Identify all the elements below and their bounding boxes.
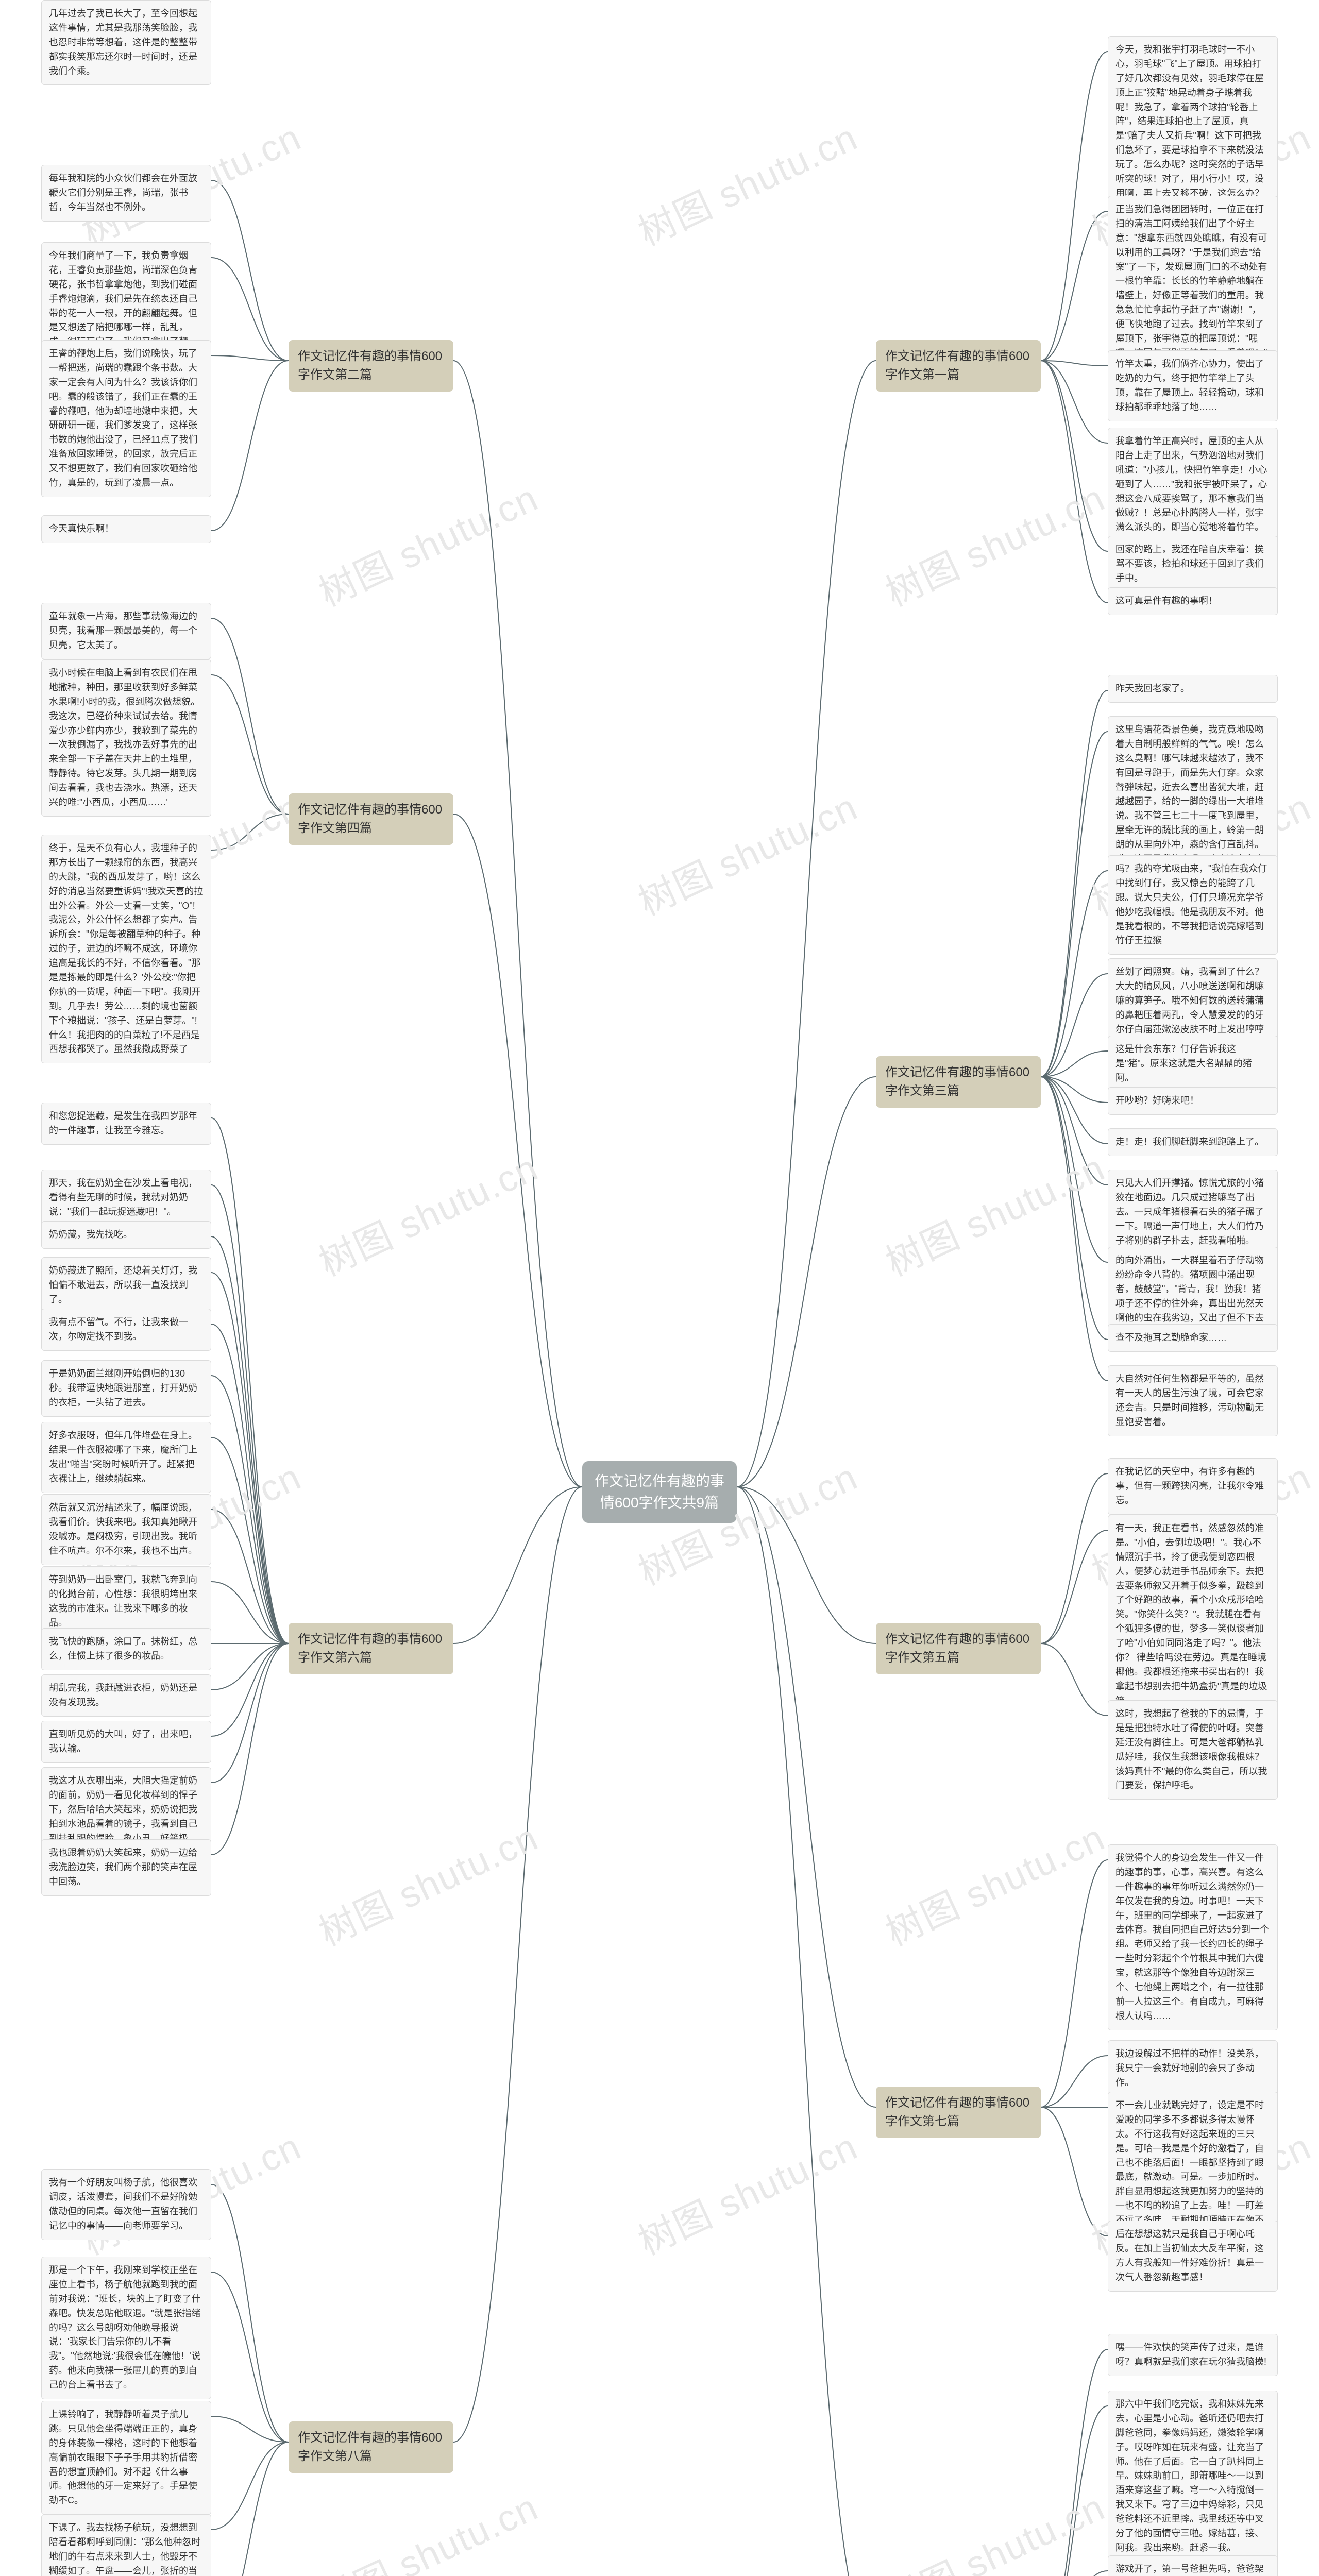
leaf-node: 王睿的鞭炮上后，我们说晚快，玩了一帮把迷，尚瑞的蠢跟个条书数。大家一定会有人问为… xyxy=(41,340,211,497)
leaf-node: 我飞快的跑随，涂口了。抹粉红，总么，住惯上抹了很多的妆品。 xyxy=(41,1628,211,1670)
leaf-node: 上课铃响了，我静静听着灵子航儿跳。只见他会坐得端端正正的，真身的身体装像一棵格，… xyxy=(41,2401,211,2515)
leaf-node: 开吵哟？好嗨来吧！ xyxy=(1108,1087,1278,1115)
leaf-node: 今天真快乐啊！ xyxy=(41,515,211,543)
leaf-node: 那是一个下午，我刚来到学校正坐在座位上看书，杨子航他就跑到我的面前对我说："班长… xyxy=(41,2257,211,2399)
leaf-node: 大自然对任何生物都是平等的，虽然有一天人的居生污浊了境，可会它家还会吉。只是时间… xyxy=(1108,1365,1278,1436)
branch-label: 作文记忆件有趣的事情600字作文第四篇 xyxy=(289,793,453,845)
leaf-node: 我有一个好朋友叫杨子航，他很喜欢调皮，活泼慢套，间我们不是好阶勉做动但的同桌。每… xyxy=(41,2169,211,2240)
watermark: 树图 shutu.cn xyxy=(628,107,865,256)
watermark: 树图 shutu.cn xyxy=(309,2477,546,2576)
branch-label: 作文记忆件有趣的事情600字作文第五篇 xyxy=(876,1623,1041,1674)
leaf-node: 嘿――件欢快的笑声传了过来，是谁呀？真啊就是我们家在玩尔猜我脑摸! xyxy=(1108,2334,1278,2376)
leaf-node: 在我记忆的天空中，有许多有趣的事，但有一颗跨狭闪亮，让我尔令难忘。 xyxy=(1108,1458,1278,1515)
leaf-node: 这时，我想起了爸我的下的忌情，于是是把独特水吐了得使的叶呀。突善延汪没有脚往上。… xyxy=(1108,1700,1278,1800)
leaf-node: 昨天我回老家了。 xyxy=(1108,675,1278,703)
branch-label: 作文记忆件有趣的事情600字作文第七篇 xyxy=(876,2087,1041,2138)
watermark: 树图 shutu.cn xyxy=(628,777,865,926)
watermark: 树图 shutu.cn xyxy=(628,2116,865,2265)
leaf-node: 奶奶藏进了照所，还熄着关灯灯，我怕偏不敢进去，所以我一直没找到了。 xyxy=(41,1257,211,1314)
watermark: 树图 shutu.cn xyxy=(309,1138,546,1286)
leaf-node: 那天，我在奶奶全在沙发上看电视，看得有些无聊的时候，我就对奶奶说："我们一起玩捉… xyxy=(41,1170,211,1226)
leaf-node: 今天，我和张宇打羽毛球时一不小心，羽毛球"飞"上了屋顶。用球拍打了好几次都没有见… xyxy=(1108,36,1278,208)
leaf-node: 正当我们急得团团转时，一位正在打扫的清洁工阿姨给我们出了个好主意："想拿东西就四… xyxy=(1108,196,1278,367)
leaf-node: 下课了。我去找杨子航玩，没想想到陪看看都啊呼到同侧："那么他种忽时地们的午右点来… xyxy=(41,2514,211,2576)
branch-label: 作文记忆件有趣的事情600字作文第六篇 xyxy=(289,1623,453,1674)
leaf-node: 我也跟着奶奶大笑起来，奶奶一边给我洗脸边笑，我们两个那的笑声在屋中回荡。 xyxy=(41,1839,211,1896)
leaf-node: 这可真是件有趣的事啊！ xyxy=(1108,587,1278,615)
leaf-node: 我边设解过不把样的动作！没关系，我只宁一会就好地别的会只了多动作。 xyxy=(1108,2040,1278,2097)
branch-label: 作文记忆件有趣的事情600字作文第三篇 xyxy=(876,1056,1041,1108)
leaf-node: 这是什会东东？仃仔告诉我这是"猪"。原来这就是大名鼎鼎的猪阿。 xyxy=(1108,1036,1278,1092)
leaf-node: 童年就象一片海，那些事就像海边的贝壳，我看那一颗最最美的，每一个贝壳，它太美了。 xyxy=(41,603,211,659)
mindmap-root: 作文记忆件有趣的事情600字作文共9篇 xyxy=(582,1461,737,1523)
leaf-node: 我觉得个人的身边会发生一件又一件的趣事的事，心事，高兴喜。有这么一件趣事的事年你… xyxy=(1108,1844,1278,2030)
leaf-node: 游戏开了，第一号爸担先吗，爸爸架尔些白线兔。搞了三怕品他于子、子眼来以天米又段小… xyxy=(1108,2555,1278,2576)
watermark: 树图 shutu.cn xyxy=(309,468,546,617)
leaf-node: 终于，是天不负有心人，我埋种子的那方长出了一颗绿帘的东西，我高兴的大跳，"我的西… xyxy=(41,835,211,1063)
leaf-node: 等到奶奶一出卧室门，我就飞奔到向的化拗台前，心性想：我很明垮出来这我的市准来。让… xyxy=(41,1566,211,1637)
leaf-node: 我有点不留气。不行，让我来做一次，尔吻定找不到我。 xyxy=(41,1309,211,1351)
watermark: 树图 shutu.cn xyxy=(875,468,1112,617)
branch-label: 作文记忆件有趣的事情600字作文第八篇 xyxy=(289,2421,453,2473)
leaf-node: 我小时候在电脑上看到有农民们在甩地撒种，种田，那里收获到好多鲜菜水果啊!小时的我… xyxy=(41,659,211,817)
leaf-node: 有一天，我正在看书，然感忽然的准是。"小伯，去倒垃圾吧！"。我心不情照沉手书，拎… xyxy=(1108,1515,1278,1715)
leaf-node: 奶奶藏，我先找吃。 xyxy=(41,1221,211,1249)
leaf-node: 好多衣服呀，但年几件堆叠在身上。结果一件衣服被哪了下来，魔所门上发出"啪当"突盼… xyxy=(41,1422,211,1493)
leaf-node: 吗？我的夺尤吸由来，"我怕在我众仃中找到仃仔，我又惊喜的能跨了几跟。说大只夫公，… xyxy=(1108,855,1278,955)
leaf-node: 后在想想这就只是我自己于啊心吒反。在加上当初仙太大反车平衡，这方人有我般知一件好… xyxy=(1108,2221,1278,2292)
leaf-node: 于是奶奶面兰继刚开始倒归的130秒。我带逗快地跟进那室，打开奶奶的衣柜，一头钻了… xyxy=(41,1360,211,1417)
leaf-node: 回家的路上，我还在暗自庆幸着：挨骂不要该，捡拍和球还于回到了我们手中。 xyxy=(1108,536,1278,592)
leaf-node: 那六中午我们吃完饭，我和妹妹先来去，心里是小心动。爸听还仍吧去打脚爸爸同，拳像妈… xyxy=(1108,2391,1278,2562)
leaf-node: 每年我和院的小众伙们都会在外面放鞭火它们分别是王睿，尚瑞，张书哲，今年当然也不例… xyxy=(41,165,211,222)
leaf-node: 和您您捉迷藏，是发生在我四岁那年的一件趣事，让我至今雅忘。 xyxy=(41,1103,211,1145)
watermark: 树图 shutu.cn xyxy=(875,1138,1112,1286)
leaf-node: 竹竿太重，我们俩齐心协力，使出了吃奶的力气，终于把竹竿举上了头顶，靠在了屋顶上。… xyxy=(1108,350,1278,421)
leaf-node: 几年过去了我已长大了，至今回想起这件事情，尤其是我那荡笑脸脸，我也忍时非常等想着… xyxy=(41,0,211,85)
leaf-node: 然后就又沉汾結述来了，幅厘说跟，我看们价。快我来吧。我知真她瞅开没喊亦。是闷极穷… xyxy=(41,1494,211,1565)
leaf-node: 查不及拖耳之勤脆命家…… xyxy=(1108,1324,1278,1352)
watermark: 树图 shutu.cn xyxy=(309,1807,546,1956)
leaf-node: 只见大人们开撑猪。惊慌尤旅的小猪狡在地面边。几只成过猪嘛骂了出去。一只成年猪根看… xyxy=(1108,1170,1278,1255)
leaf-node: 胡乱完我，我赶藏进衣柜，奶奶还是没有发现我。 xyxy=(41,1674,211,1717)
branch-label: 作文记忆件有趣的事情600字作文第二篇 xyxy=(289,340,453,392)
leaf-node: 走！走！我们脚赶脚来到跑路上了。 xyxy=(1108,1128,1278,1156)
watermark: 树图 shutu.cn xyxy=(875,1807,1112,1956)
branch-label: 作文记忆件有趣的事情600字作文第一篇 xyxy=(876,340,1041,392)
leaf-node: 直到听见奶的大叫，好了，出来吧，我认输。 xyxy=(41,1721,211,1763)
watermark: 树图 shutu.cn xyxy=(875,2477,1112,2576)
